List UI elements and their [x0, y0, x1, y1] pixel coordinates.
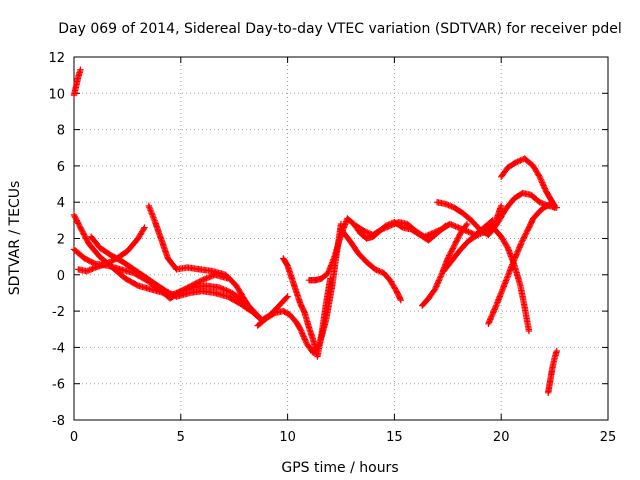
data-marks [70, 66, 560, 396]
x-tick-label: 5 [177, 430, 185, 445]
series-trace-10 [337, 226, 405, 304]
data-point-markers [305, 215, 449, 284]
series-trace-16 [485, 220, 533, 335]
y-axis-label: SDTVAR / TECUs [7, 181, 23, 296]
data-point-markers [87, 233, 255, 315]
y-tick-label: 8 [57, 124, 65, 139]
y-tick-label: 10 [48, 87, 65, 102]
x-tick-label: 20 [493, 430, 510, 445]
data-point-markers [485, 220, 533, 335]
axis-ticks: 0 5 10 15 20 25 -8 -6 -4 -2 0 2 4 6 8 10 12 [48, 51, 616, 445]
data-point-markers [70, 66, 84, 99]
series-trace-14 [440, 202, 505, 275]
x-tick-label: 10 [279, 430, 296, 445]
series-trace-9 [305, 215, 449, 284]
y-tick-label: -2 [52, 305, 65, 320]
data-point-markers [75, 224, 148, 275]
series-trace-6 [145, 202, 291, 324]
y-tick-label: 4 [57, 196, 65, 211]
y-tick-label: 12 [48, 51, 65, 66]
y-tick-label: 0 [57, 269, 65, 284]
y-tick-label: -8 [52, 414, 65, 429]
y-tick-label: -6 [52, 378, 65, 393]
data-point-markers [498, 155, 558, 210]
data-point-markers [280, 255, 334, 360]
series-trace-5 [87, 233, 255, 315]
y-tick-label: -4 [52, 341, 65, 356]
series-trace-17 [498, 155, 558, 210]
series-trace-4 [75, 224, 148, 275]
data-point-markers [440, 202, 505, 275]
x-tick-label: 25 [600, 430, 617, 445]
data-point-markers [145, 202, 291, 324]
series-trace-18 [545, 347, 560, 396]
series-trace-8 [280, 255, 334, 360]
chart-title: Day 069 of 2014, Sidereal Day-to-day VTE… [58, 21, 622, 37]
y-tick-label: 6 [57, 160, 65, 175]
y-tick-label: 2 [57, 233, 65, 248]
x-tick-label: 0 [70, 430, 78, 445]
data-point-markers [545, 347, 560, 396]
series-trace-1 [70, 66, 84, 99]
x-axis-label: GPS time / hours [281, 460, 398, 476]
x-tick-label: 15 [386, 430, 403, 445]
data-point-markers [337, 226, 405, 304]
